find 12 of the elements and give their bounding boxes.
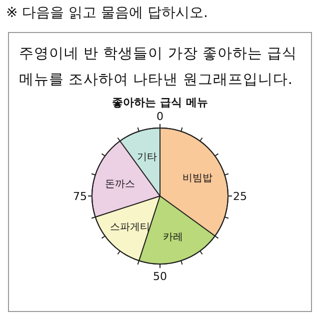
text: 50 [153,270,167,283]
text: ※ 다음을 읽고 물음에 답하시오. [6,4,208,22]
slice-label: 기타 [136,152,157,163]
chart-title: 좋아하는 급식 메뉴 [112,96,208,109]
slice-label: 돈까스 [104,178,135,190]
text: 주영이네 반 학생들이 가장 좋아하는 급식 메뉴를 조사하여 나타낸 원그래프입니다. [19,45,298,90]
slice-label: 스파게티 [110,222,150,233]
legend-label: 비빔밥 [182,172,213,184]
text: 0 [156,110,164,123]
text: 75 [73,190,87,203]
text: 25 [233,190,247,203]
slice-label: 카레 [163,232,184,244]
